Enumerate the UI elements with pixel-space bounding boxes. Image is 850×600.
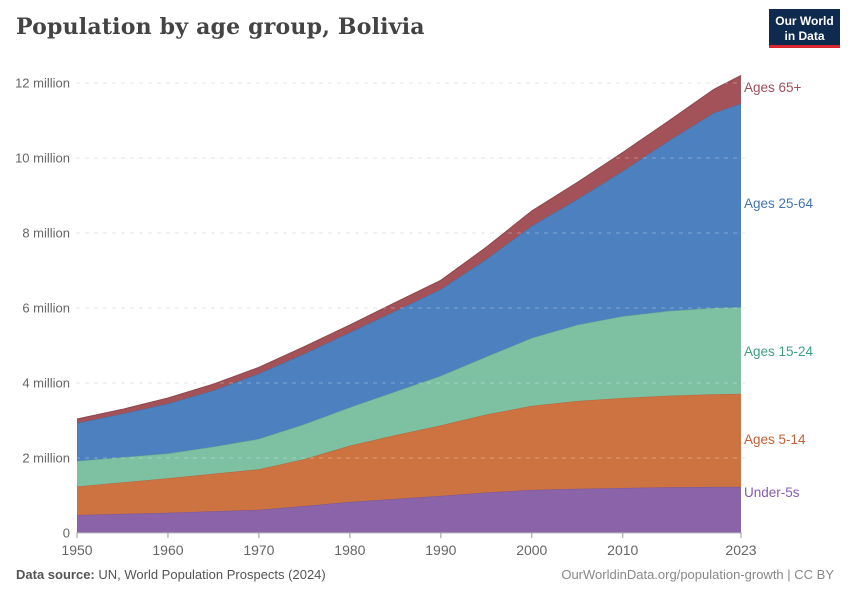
y-tick-label: 10 million [15, 151, 70, 166]
area-ages-25-64[interactable] [77, 103, 741, 461]
y-tick-label: 12 million [15, 76, 70, 91]
x-tick-label: 2023 [725, 542, 756, 558]
owid-logo-accent-bar [769, 45, 840, 48]
page-title: Population by age group, Bolivia [16, 14, 425, 40]
x-axis [76, 532, 742, 538]
boundary-line-ages-65- [76, 75, 742, 420]
area-series[interactable] [76, 75, 742, 534]
gridlines-overlay [76, 82, 745, 459]
data-source-label: Data source: [16, 567, 95, 582]
owid-logo[interactable]: Our World in Data [769, 9, 840, 48]
data-source-text: UN, World Population Prospects (2024) [94, 567, 326, 582]
y-tick-label: 8 million [22, 226, 70, 241]
y-tick-label: 2 million [22, 451, 70, 466]
owid-logo-line2: in Data [784, 28, 825, 43]
legend-item-under-5s[interactable]: Under-5s [744, 485, 800, 500]
y-tick-label: 6 million [22, 301, 70, 316]
legend-item-ages-25-64[interactable]: Ages 25-64 [744, 196, 814, 211]
x-tick-label: 1960 [152, 542, 183, 558]
footer: Data source: UN, World Population Prospe… [16, 567, 834, 582]
data-source-note: Data source: UN, World Population Prospe… [16, 567, 326, 582]
legend-item-ages-5-14[interactable]: Ages 5-14 [744, 432, 806, 447]
area-ages-5-14[interactable] [77, 393, 741, 515]
x-tick-label: 2000 [516, 542, 547, 558]
legend-item-ages-15-24[interactable]: Ages 15-24 [744, 344, 814, 359]
x-tick-label: 2010 [607, 542, 638, 558]
owid-logo-line1: Our World [775, 13, 834, 28]
x-tick-label: 1990 [425, 542, 456, 558]
x-tick-label: 1970 [243, 542, 274, 558]
legend-item-ages-65plus[interactable]: Ages 65+ [744, 80, 802, 95]
credit-link[interactable]: OurWorldinData.org/population-growth | C… [561, 567, 834, 582]
y-tick-label: 4 million [22, 376, 70, 391]
x-tick-label: 1980 [334, 542, 365, 558]
y-tick-label: 0 [63, 526, 70, 541]
area-under-5s[interactable] [77, 486, 741, 533]
y-axis-tick-labels: 0 2 million 4 million 6 million 8 million 10 … [15, 76, 70, 541]
x-tick-label: 1950 [61, 542, 92, 558]
x-axis-tick-labels: 1950 1960 1970 1980 1990 2000 2010 2023 [61, 542, 756, 558]
